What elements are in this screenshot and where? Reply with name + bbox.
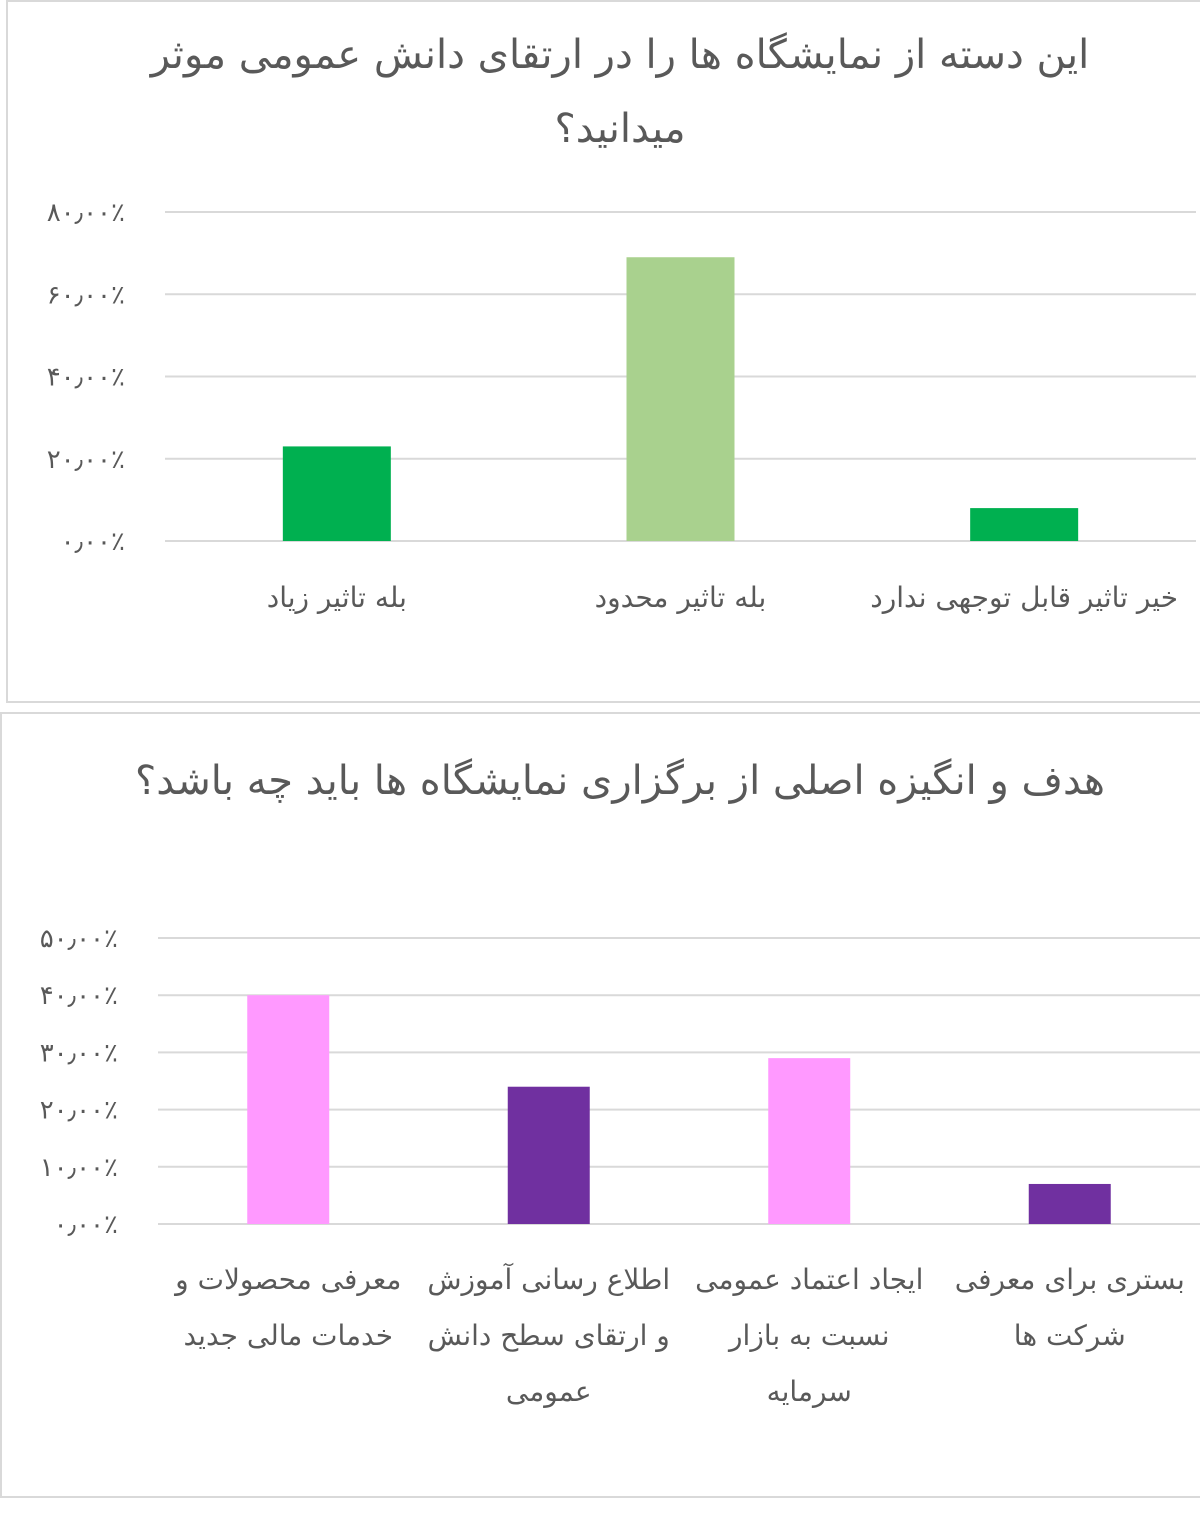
chart-1-category-label: خیر تاثیر قابل توجهی ندارد [870, 581, 1179, 614]
chart-1-bar [282, 446, 391, 541]
chart-1-category-label: بله تاثیر زیاد [266, 581, 407, 614]
chart-panel-2 [0, 712, 1200, 1498]
chart-2-bar [507, 1086, 590, 1224]
chart-2-category-label: ایجاد اعتماد عمومی نسبت به بازار سرمایه [695, 1263, 924, 1408]
chart-2-y-tick-label: ۲۰٫۰۰٪ [40, 1096, 118, 1126]
chart-1-y-tick-label: ۲۰٫۰۰٪ [47, 445, 125, 475]
chart-1-y-tick-label: ۶۰٫۰۰٪ [47, 280, 125, 310]
chart-1-y-tick-label: ۰٫۰۰٪ [61, 527, 125, 557]
chart-2-y-tick-label: ۰٫۰۰٪ [54, 1210, 118, 1240]
chart-1-y-tick-label: ۸۰٫۰۰٪ [47, 198, 125, 228]
chart-2-y-tick-label: ۵۰٫۰۰٪ [40, 924, 118, 954]
chart-2-y-tick-label: ۳۰٫۰۰٪ [40, 1038, 118, 1068]
chart-2-bar [1028, 1183, 1111, 1224]
chart-2-y-tick-label: ۱۰٫۰۰٪ [40, 1153, 118, 1183]
chart-1-y-tick-label: ۴۰٫۰۰٪ [47, 363, 125, 393]
chart-1-bar [626, 257, 735, 541]
chart-2-category-label: بستری برای معرفی شرکت ها [954, 1263, 1185, 1352]
chart-2-y-tick-label: ۴۰٫۰۰٪ [40, 981, 118, 1011]
chart-2-category-label: معرفی محصولات و خدمات مالی جدید [175, 1263, 402, 1352]
chart-1-category-label: بله تاثیر محدود [594, 581, 767, 614]
chart-2-category-label: اطلاع رسانی آموزش و ارتقای سطح دانش عموم… [427, 1263, 671, 1408]
chart-2-title: هدف و انگیزه اصلی از برگزاری نمایشگاه ها… [134, 758, 1106, 804]
chart-1-bar [970, 508, 1079, 541]
chart-2-bar [247, 995, 330, 1224]
chart-panel-1 [6, 0, 1200, 703]
chart-1-title: این دسته از نمایشگاه ها را در ارتقای دان… [150, 32, 1090, 152]
chart-2-bar [768, 1058, 851, 1224]
